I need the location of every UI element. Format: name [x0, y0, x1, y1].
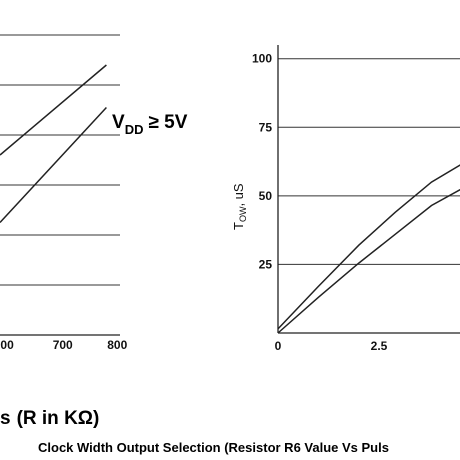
- left-curves: [0, 64, 107, 224]
- left-curve-2: [0, 106, 107, 224]
- left-x-tick-label: 00: [0, 338, 14, 352]
- right-x-tick-label: 2.5: [371, 339, 388, 353]
- right-curve-1: [277, 164, 460, 330]
- left-x-tick-label: 700: [53, 338, 73, 352]
- right-y-tick-label: 100: [252, 52, 272, 66]
- right-y-axis-label: TOW, uS: [231, 183, 248, 230]
- right-y-tick-label: 25: [259, 257, 273, 271]
- left-curve-1: [0, 64, 107, 156]
- right-curves: [277, 164, 460, 334]
- right-x-tick-label: 0: [275, 339, 282, 353]
- right-gridlines: [278, 58, 460, 265]
- r-unit-label: s (R in KΩ): [0, 408, 99, 429]
- left-gridlines: [0, 34, 120, 286]
- left-x-tick-label: 800: [107, 338, 127, 352]
- left-chart: 00 700 800 VDD ≥ 5V: [0, 34, 188, 352]
- right-x-tick-labels: 0 2.5: [275, 339, 388, 353]
- vdd-annotation: VDD ≥ 5V: [112, 112, 188, 137]
- figure-caption: Clock Width Output Selection (Resistor R…: [38, 440, 389, 455]
- right-y-tick-label: 50: [259, 189, 273, 203]
- left-x-tick-labels: 00 700 800: [0, 338, 127, 352]
- right-y-tick-label: 75: [259, 120, 273, 134]
- right-y-tick-labels: 100 75 50 25: [252, 52, 272, 272]
- right-curve-2: [277, 188, 460, 334]
